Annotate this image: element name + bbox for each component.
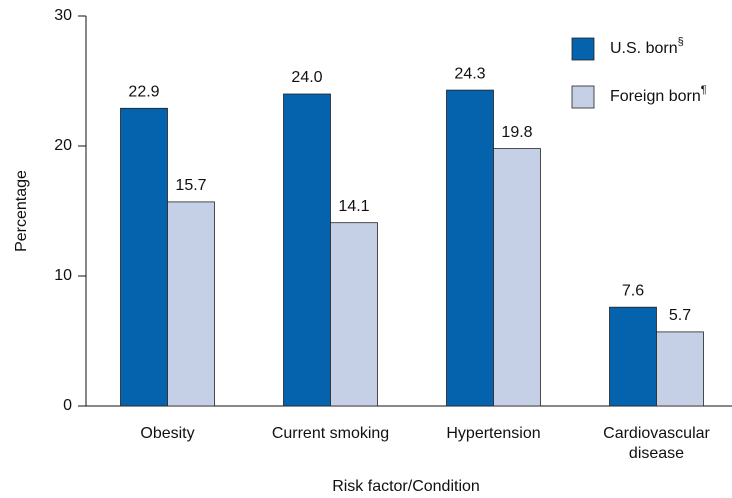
x-tick-label: Obesity [140,425,195,442]
bar [493,148,541,407]
legend-label: Foreign born¶ [610,84,707,105]
value-label: 5.7 [669,307,691,324]
bar [167,201,215,407]
bar [330,222,378,407]
legend-label: U.S. born§ [610,36,684,57]
legend-swatch [571,37,595,61]
x-tick-label: Cardiovascular disease [603,425,710,462]
legend-swatch [571,85,595,109]
bar [283,93,331,407]
legend-note: ¶ [701,84,707,96]
bar [120,107,168,407]
legend-note: § [678,36,684,48]
y-tick-label: 10 [54,267,72,284]
y-tick-label: 0 [63,397,72,414]
bar [446,89,494,407]
value-label: 24.3 [454,65,485,82]
y-tick-label: 20 [54,137,72,154]
x-axis-title: Risk factor/Condition [332,478,480,495]
x-tick-label: Hypertension [446,425,541,442]
legend-name: Foreign born [610,88,701,105]
y-axis-title: Percentage [13,170,30,252]
bar [609,306,657,407]
value-label: 7.6 [622,282,644,299]
bar [656,331,704,407]
legend-name: U.S. born [610,40,678,57]
value-label: 22.9 [128,84,159,101]
value-label: 14.1 [338,198,369,215]
x-tick-label: Current smoking [271,425,390,442]
value-label: 19.8 [501,124,532,141]
value-label: 24.0 [291,69,322,86]
y-tick-label: 30 [54,7,72,24]
value-label: 15.7 [175,177,206,194]
